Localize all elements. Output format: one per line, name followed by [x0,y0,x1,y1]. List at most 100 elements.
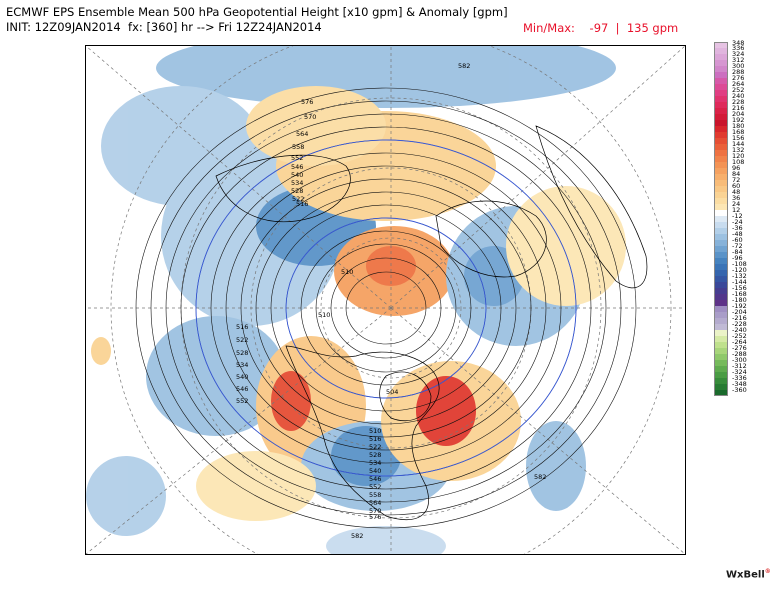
colorbar-swatch: 84 [714,170,740,180]
colorbar-swatch: -192 [714,302,747,312]
contour-label: 534 [236,361,248,369]
contour-label: 528 [236,349,248,357]
colorbar-label: -144 [732,278,747,286]
contour-label: 582 [458,62,470,70]
colorbar-label: 192 [732,116,745,124]
colorbar-label: 60 [732,182,741,190]
chart-title: ECMWF EPS Ensemble Mean 500 hPa Geopoten… [6,5,508,19]
contour-label: 582 [351,532,363,540]
colorbar-swatch: -204 [714,308,747,318]
colorbar-swatch: 276 [714,74,744,84]
contour-label: 552 [291,154,303,162]
colorbar-swatch: 180 [714,122,744,132]
contour-label: 516 [369,435,381,443]
colorbar-label: -36 [732,224,743,232]
colorbar-swatch: -48 [714,230,743,240]
colorbar-label: -252 [732,332,747,340]
colorbar-label: -156 [732,284,747,292]
contour-label: 510 [318,311,330,319]
contour-label: 546 [369,475,381,483]
colorbar-label: -228 [732,320,747,328]
anomaly-negative [86,456,166,536]
colorbar-label: -180 [732,296,747,304]
colorbar-swatch: -108 [714,260,747,270]
colorbar-label: 228 [732,98,745,106]
colorbar-label: 144 [732,140,745,148]
colorbar-label: -240 [732,326,747,334]
colorbar-label: 156 [732,134,745,142]
colorbar-label: -120 [732,266,747,274]
colorbar-label: -12 [732,212,743,220]
contour-label: 516 [296,200,308,208]
contour-label: 522 [369,443,381,451]
colorbar-swatch: 120 [714,152,744,162]
colorbar-label: 312 [732,56,745,64]
polar-map: 5825765705645585525465405345285225165105… [86,46,685,554]
colorbar-label: -204 [732,308,747,316]
contour-label: 522 [236,336,248,344]
colorbar-label: -72 [732,242,743,250]
colorbar-swatch: 144 [714,140,744,150]
colorbar-label: -288 [732,350,747,358]
colorbar-swatch: -324 [714,368,747,378]
colorbar-swatch: 204 [714,110,744,120]
colorbar-swatch: -36 [714,224,743,234]
colorbar-label: -264 [732,338,747,346]
contour-label: 540 [369,467,381,475]
contour-label: 516 [236,323,248,331]
contour-label: 576 [301,98,313,106]
colorbar-swatch: -12 [714,212,743,222]
contour-label: 546 [291,163,303,171]
anomaly-positive [91,337,111,365]
colorbar-swatch: -336 [714,374,747,384]
colorbar-label: 300 [732,62,745,70]
anomaly-positive [246,86,386,166]
colorbar-swatch: -240 [714,326,747,336]
contour-label: 540 [291,171,303,179]
colorbar-swatch: 240 [714,92,744,102]
colorbar-swatch: -120 [714,266,747,276]
colorbar-swatch: 192 [714,116,744,126]
colorbar-swatch: -276 [714,344,747,354]
colorbar-swatch: -72 [714,242,743,252]
colorbar-label: -324 [732,368,747,376]
colorbar-swatch: 324 [714,50,744,60]
colorbar-swatch: 228 [714,98,744,108]
colorbar-label: 96 [732,164,741,172]
colorbar-swatch: 348 [714,39,744,48]
anomaly-positive [271,371,311,431]
colorbar-label: -300 [732,356,747,364]
colorbar-label: 12 [732,206,741,214]
colorbar-swatch: 336 [714,44,744,54]
colorbar-label: 216 [732,104,745,112]
contour-label: 558 [292,143,304,151]
colorbar-swatch: -348 [714,380,747,390]
colorbar-label: 348 [732,39,745,47]
colorbar-label: -84 [732,248,743,256]
contour-label: 552 [369,483,381,491]
anomaly-negative [331,426,401,486]
colorbar-label: 240 [732,92,745,100]
colorbar-label: 252 [732,86,745,94]
contour-label: 540 [236,373,248,381]
colorbar-label: -168 [732,290,747,298]
colorbar-swatch: 72 [714,176,740,186]
colorbar-label: 276 [732,74,745,82]
anomaly-positive [196,451,316,521]
contour-labels: 5825765705645585525465405345285225165105… [236,62,546,540]
colorbar-label: -24 [732,218,743,226]
contour-label: 534 [369,459,381,467]
contour-label: 570 [304,113,316,121]
anomaly-negative [326,526,446,554]
colorbar-label: 108 [732,158,745,166]
wxbell-logo: WxBell® [726,568,771,581]
contour-label: 564 [296,130,308,138]
init-forecast-line: INIT: 12Z09JAN2014 fx: [360] hr --> Fri … [6,20,322,34]
colorbar-swatch: -156 [714,284,747,294]
colorbar-label: 24 [732,200,741,208]
anomaly-negative [526,421,586,511]
contour-label: 510 [369,427,381,435]
colorbar-swatch: 312 [714,56,744,66]
colorbar-label: -336 [732,374,747,382]
colorbar-label: 264 [732,80,745,88]
